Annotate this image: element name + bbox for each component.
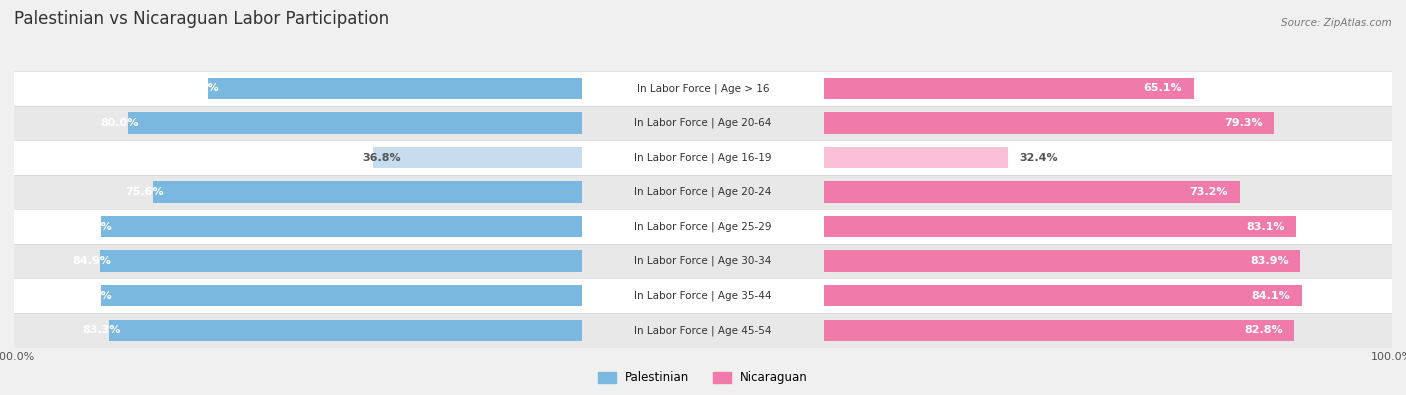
Bar	[824, 71, 1392, 106]
Bar	[153, 181, 582, 203]
Bar	[824, 285, 1302, 307]
Text: 79.3%: 79.3%	[1225, 118, 1263, 128]
Bar	[824, 278, 1392, 313]
Bar	[582, 175, 824, 209]
Text: 80.0%: 80.0%	[101, 118, 139, 128]
Bar	[14, 313, 582, 348]
Bar	[824, 209, 1392, 244]
Bar	[582, 209, 824, 244]
Bar	[582, 71, 824, 106]
Bar	[14, 106, 582, 140]
Bar	[824, 181, 1240, 203]
Bar	[110, 320, 582, 341]
Text: 84.7%: 84.7%	[73, 291, 112, 301]
Text: Source: ZipAtlas.com: Source: ZipAtlas.com	[1281, 18, 1392, 28]
Text: Palestinian vs Nicaraguan Labor Participation: Palestinian vs Nicaraguan Labor Particip…	[14, 9, 389, 28]
Text: 32.4%: 32.4%	[1019, 152, 1057, 162]
Text: 65.9%: 65.9%	[180, 83, 219, 93]
Bar	[14, 71, 582, 106]
Bar	[208, 78, 582, 99]
Bar	[101, 285, 582, 307]
Bar	[14, 244, 582, 278]
Text: 83.1%: 83.1%	[1246, 222, 1285, 231]
Text: In Labor Force | Age 30-34: In Labor Force | Age 30-34	[634, 256, 772, 267]
Text: 83.3%: 83.3%	[82, 325, 121, 335]
Bar	[128, 112, 582, 134]
Bar	[582, 313, 824, 348]
Bar	[824, 140, 1392, 175]
Bar	[824, 313, 1392, 348]
Text: 84.9%: 84.9%	[72, 256, 111, 266]
Text: 73.2%: 73.2%	[1189, 187, 1229, 197]
Bar	[373, 147, 582, 168]
Text: In Labor Force | Age 25-29: In Labor Force | Age 25-29	[634, 221, 772, 232]
Bar	[14, 140, 582, 175]
Bar	[824, 106, 1392, 140]
Bar	[14, 209, 582, 244]
Bar	[824, 244, 1392, 278]
Bar	[582, 278, 824, 313]
Bar	[14, 175, 582, 209]
Legend: Palestinian, Nicaraguan: Palestinian, Nicaraguan	[593, 367, 813, 389]
Text: 84.1%: 84.1%	[1251, 291, 1291, 301]
Bar	[582, 244, 824, 278]
Bar	[101, 216, 582, 237]
Text: In Labor Force | Age 20-64: In Labor Force | Age 20-64	[634, 118, 772, 128]
Bar	[824, 147, 1008, 168]
Text: In Labor Force | Age 45-54: In Labor Force | Age 45-54	[634, 325, 772, 336]
Bar	[582, 140, 824, 175]
Bar	[824, 320, 1294, 341]
Bar	[824, 112, 1274, 134]
Bar	[14, 278, 582, 313]
Text: 84.7%: 84.7%	[73, 222, 112, 231]
Bar	[824, 175, 1392, 209]
Text: In Labor Force | Age 20-24: In Labor Force | Age 20-24	[634, 187, 772, 198]
Text: 75.6%: 75.6%	[125, 187, 165, 197]
Bar	[100, 250, 582, 272]
Text: 65.1%: 65.1%	[1143, 83, 1182, 93]
Text: In Labor Force | Age 35-44: In Labor Force | Age 35-44	[634, 290, 772, 301]
Text: 83.9%: 83.9%	[1250, 256, 1289, 266]
Text: In Labor Force | Age > 16: In Labor Force | Age > 16	[637, 83, 769, 94]
Bar	[824, 78, 1194, 99]
Bar	[824, 250, 1301, 272]
Text: In Labor Force | Age 16-19: In Labor Force | Age 16-19	[634, 152, 772, 163]
Bar	[582, 106, 824, 140]
Bar	[824, 216, 1296, 237]
Text: 82.8%: 82.8%	[1244, 325, 1282, 335]
Text: 36.8%: 36.8%	[361, 152, 401, 162]
